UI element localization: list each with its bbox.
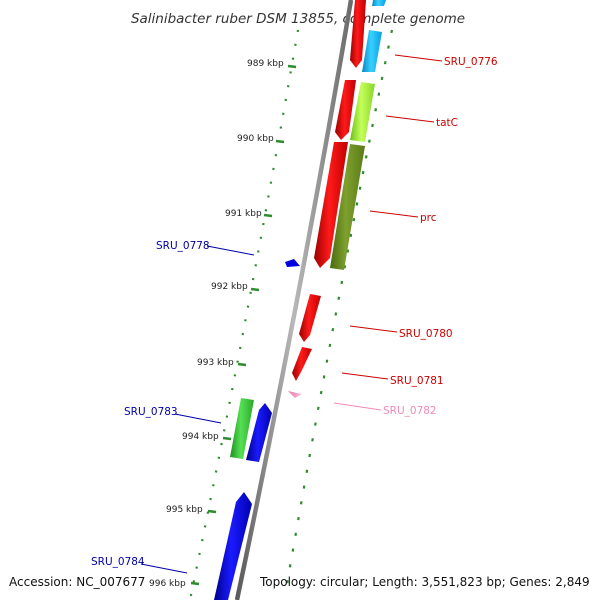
gene-sru-0776-feature[interactable] [362,30,382,72]
leader-sru-0782 [333,402,382,411]
tick-990 [275,139,285,144]
gene-sru-0776-cds[interactable] [350,0,366,68]
leader-sru-0781 [341,372,389,380]
reverse-lane [214,398,272,600]
label-sru-0780[interactable]: SRU_0780 [399,328,453,340]
gene-sru-0782-feature[interactable] [288,391,302,398]
ruler-ring [188,29,300,600]
label-sru-0784[interactable]: SRU_0784 [91,556,145,568]
gene-sru-0780-cds[interactable] [299,294,321,342]
feature-lane-outer [330,0,386,270]
accession-text: Accession: NC_007677 [9,575,145,589]
tick-label-994: 994 kbp [182,432,219,442]
tick-994 [222,436,232,441]
top-cyan-fragment [372,0,386,6]
gene-prc-feature[interactable] [330,144,365,270]
tick-label-992: 992 kbp [211,282,248,292]
tick-label-996: 996 kbp [149,579,186,589]
gene-sru-0783-feature[interactable] [230,398,254,459]
gene-labels: SRU_0776 tatC prc SRU_0778 SRU_0780 SRU_… [91,54,498,574]
leader-prc [369,210,419,218]
gene-tatc-feature[interactable] [350,82,375,142]
leader-tatc [385,115,435,123]
tick-989 [287,64,297,69]
forward-cds-lane [292,0,366,381]
leader-sru-0783 [174,413,222,424]
gene-sru-0783-cds[interactable] [246,403,272,462]
tick-991 [263,213,273,218]
gene-tatc-cds[interactable] [335,80,356,140]
label-sru-0781[interactable]: SRU_0781 [390,375,444,387]
tick-label-989: 989 kbp [247,59,284,69]
gene-sru-0784-cds[interactable] [214,492,252,600]
tick-label-990: 990 kbp [237,134,274,144]
genome-backbone [234,0,354,600]
tick-992 [250,287,260,292]
leader-sru-0778 [206,245,255,256]
leader-sru-0780 [349,325,398,333]
gene-sru-0781-cds[interactable] [292,347,312,381]
label-sru-0782[interactable]: SRU_0782 [383,405,437,417]
label-sru-0783[interactable]: SRU_0783 [124,406,178,418]
tick-label-993: 993 kbp [197,358,234,368]
tick-993 [237,362,247,367]
ruler-ticks: 989 kbp 990 kbp 991 kbp 992 kbp 993 kbp … [149,59,297,589]
label-sru-0778[interactable]: SRU_0778 [156,240,210,252]
label-prc[interactable]: prc [420,212,437,224]
genome-summary-text: Topology: circular; Length: 3,551,823 bp… [259,575,590,589]
leader-sru-0776 [394,54,443,62]
tick-label-991: 991 kbp [225,209,262,219]
tick-996 [190,581,200,586]
tick-995 [207,509,217,514]
tick-label-995: 995 kbp [166,505,203,515]
label-tatc[interactable]: tatC [436,117,458,129]
map-title: Salinibacter ruber DSM 13855, complete g… [131,11,465,27]
label-sru-0776[interactable]: SRU_0776 [444,56,498,68]
gene-prc-cds[interactable] [314,142,348,268]
leader-sru-0784 [140,563,188,574]
gene-sru-0778-feature[interactable] [285,259,300,267]
